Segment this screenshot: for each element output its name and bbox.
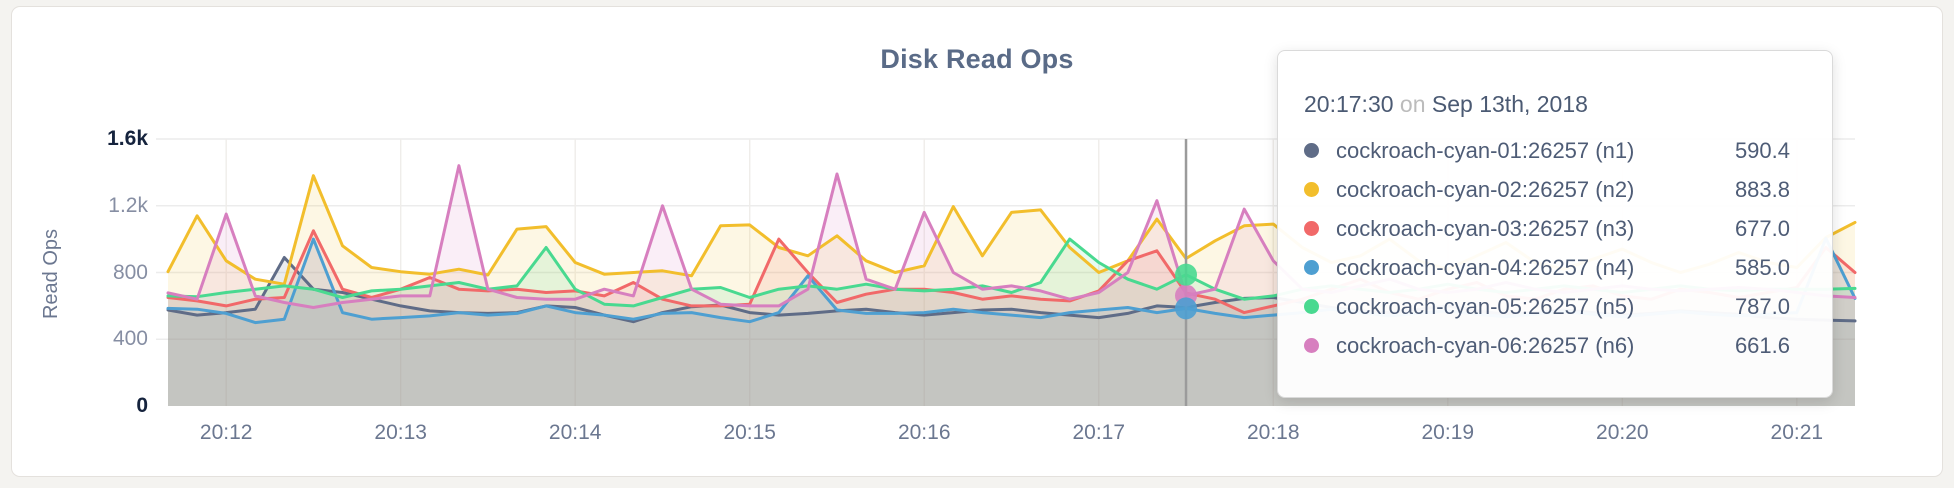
hover-tooltip: 20:17:30 on Sep 13th, 2018 cockroach-cya… [1277,50,1833,398]
series-color-dot [1304,143,1319,158]
tooltip-series-row: cockroach-cyan-04:26257 (n4) 585.0 [1304,248,1790,287]
y-axis-tick: 1.2k [108,193,148,217]
tooltip-series-row: cockroach-cyan-05:26257 (n5) 787.0 [1304,287,1790,326]
y-axis-tick: 0 [136,394,148,417]
series-name: cockroach-cyan-06:26257 (n6) [1336,332,1635,358]
x-axis-tick: 20:15 [723,421,776,444]
x-axis-tick: 20:13 [374,421,427,444]
page-title: Disk Read Ops [880,44,1074,74]
series-value: 677.0 [1734,215,1790,241]
hover-dot [1175,263,1198,286]
series-name: cockroach-cyan-05:26257 (n5) [1336,293,1635,319]
x-axis-tick: 20:21 [1770,421,1824,444]
y-axis-tick: 800 [112,260,148,284]
x-axis-tick: 20:17 [1072,421,1126,444]
series-color-dot [1304,221,1319,236]
series-value: 883.8 [1734,176,1790,202]
tooltip-header: 20:17:30 on Sep 13th, 2018 [1304,91,1790,118]
tooltip-series-row: cockroach-cyan-01:26257 (n1) 590.4 [1304,131,1790,170]
x-axis-tick: 20:19 [1421,421,1475,444]
series-value: 787.0 [1734,293,1790,319]
tooltip-series-row: cockroach-cyan-06:26257 (n6) 661.6 [1304,326,1790,365]
series-color-dot [1304,260,1319,275]
x-axis-tick: 20:16 [897,421,951,444]
series-name: cockroach-cyan-02:26257 (n2) [1336,176,1635,202]
x-axis-tick: 20:18 [1246,421,1300,444]
hover-dot [1175,297,1198,320]
x-axis-tick: 20:12 [199,421,253,444]
series-color-dot [1304,182,1319,197]
series-name: cockroach-cyan-01:26257 (n1) [1336,137,1635,163]
y-axis-tick: 1.6k [107,127,148,150]
series-name: cockroach-cyan-04:26257 (n4) [1336,254,1635,280]
series-color-dot [1304,299,1319,314]
x-axis-tick: 20:20 [1596,421,1649,444]
series-value: 585.0 [1734,254,1790,280]
series-value: 590.4 [1734,137,1790,163]
tooltip-series-row: cockroach-cyan-03:26257 (n3) 677.0 [1304,209,1790,248]
tooltip-series-row: cockroach-cyan-02:26257 (n2) 883.8 [1304,170,1790,209]
series-name: cockroach-cyan-03:26257 (n3) [1336,215,1635,241]
series-value: 661.6 [1734,332,1790,358]
x-axis-tick: 20:14 [548,421,602,444]
tooltip-connector: on [1399,91,1426,117]
series-color-dot [1304,338,1319,353]
tooltip-date: Sep 13th, 2018 [1431,91,1588,117]
tooltip-time: 20:17:30 [1304,91,1394,117]
y-axis-tick: 400 [112,327,148,351]
